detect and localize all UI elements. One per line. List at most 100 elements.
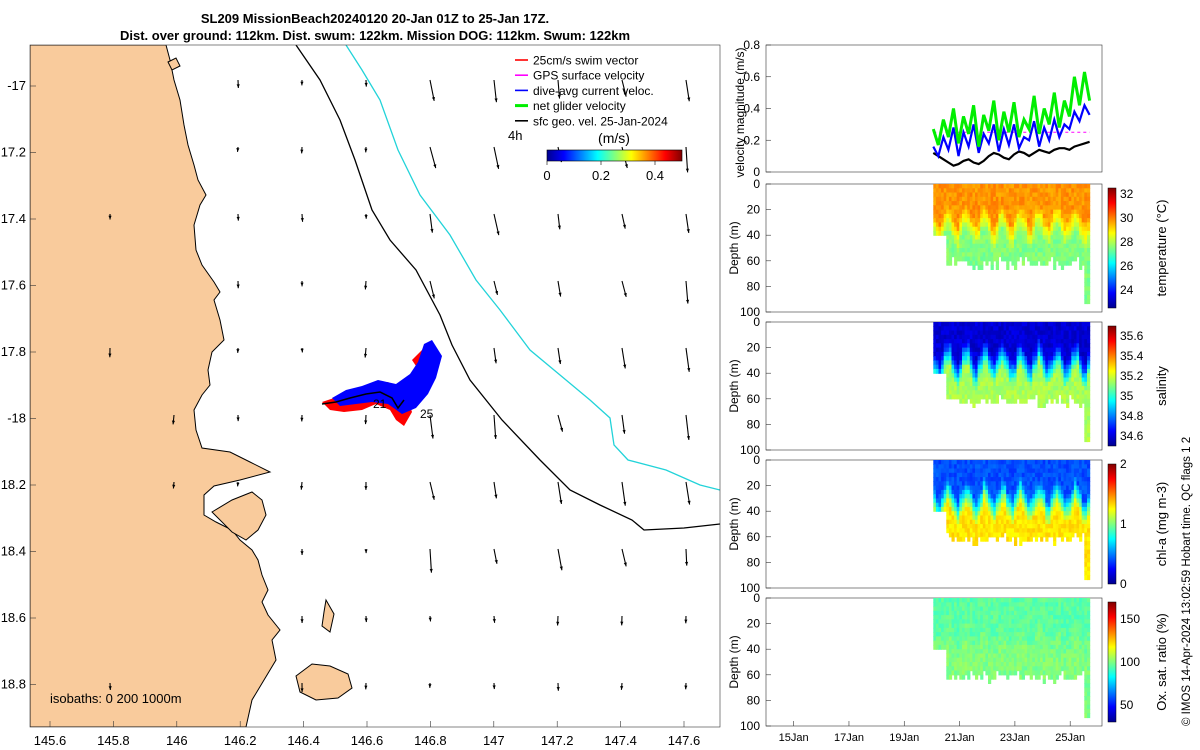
section-cell [1014,222,1018,228]
section-cell [1066,524,1070,529]
section-cell [962,602,966,608]
section-cell [1024,602,1028,608]
section-cell [1016,460,1020,465]
speed-colorbar [546,149,683,162]
section-cell [972,528,976,534]
section-cell [1032,498,1036,504]
section-cell [935,330,940,336]
section-cell [1024,532,1028,538]
section-cell [1003,502,1007,508]
section-cell [977,265,981,270]
section-cell [1027,511,1031,517]
section-cell [956,627,960,633]
section-cell [990,265,994,270]
section-cell [1084,364,1088,370]
section-cell [951,226,955,232]
section-cell [1079,381,1083,387]
section-cell [1029,205,1033,211]
section-cell [1016,472,1020,478]
section-cell [988,610,992,616]
section-cell [1079,511,1083,517]
section-cell [1079,377,1083,383]
section-cell [946,205,950,211]
section-cell [1053,351,1057,357]
section-cell [956,636,960,642]
section-cell [1042,403,1046,408]
section-cell [1063,464,1067,470]
section-cell [977,209,981,215]
section-cell [1014,201,1018,206]
section-cell [946,524,950,529]
section-cell [977,235,981,241]
section-cell [1087,506,1091,512]
section-cell [1087,472,1091,478]
section-cell [1003,606,1007,612]
section-cell [977,243,981,249]
section-cell [1055,339,1059,344]
section-cell [1029,196,1033,202]
section-cell [982,368,986,374]
section-cell [1058,498,1062,504]
section-cell [1019,506,1023,512]
section-cell [1073,502,1078,508]
section-cell [1066,610,1070,616]
section-cell [1050,485,1054,491]
section-cell [1053,192,1057,198]
section-cell [946,184,950,189]
section-cell [1060,619,1065,625]
section-cell [1050,653,1054,659]
section-cell [985,506,989,512]
section-cell [956,326,960,332]
section-cell [975,260,979,266]
section-cell [1034,627,1039,633]
section-cell [1021,532,1025,538]
section-cell [1063,360,1067,366]
velocity-arrow-head [300,217,304,222]
section-cell [1003,256,1007,262]
section-cell [972,606,976,612]
section-cell [1087,424,1091,430]
section-cell [951,351,955,357]
section-cell [1024,649,1028,655]
section-cell [972,201,976,206]
section-cell [1001,489,1005,495]
section-cell [982,623,986,629]
section-ylabel: Depth (m) [727,221,741,274]
section-cell [938,623,942,629]
section-cell [1063,502,1067,508]
section-cell [1079,662,1083,667]
section-cell [962,662,966,667]
section-cell [977,464,981,470]
velocity-arrow-head [620,686,624,690]
section-cell [954,670,958,676]
section-cell [1011,334,1015,340]
section-cell [1058,205,1062,211]
section-cell [980,606,984,612]
section-cell [985,356,989,361]
section-cell [962,330,966,336]
section-cell [1045,460,1049,465]
section-cell [1063,489,1067,495]
section-cell [1058,377,1062,383]
section-cell [985,615,989,620]
section-cell [964,252,968,258]
section-cell [943,481,947,487]
velocity-arrow-head [433,164,437,169]
section-cell [982,334,986,340]
section-cell [1055,632,1059,637]
section-cell [1081,351,1085,357]
section-cell [977,377,981,383]
velocity-arrow-head [620,621,624,626]
section-cell [967,256,971,262]
section-cell [975,398,979,404]
section-cell [1029,347,1033,353]
section-cell [1021,196,1025,202]
section-cell [1047,196,1052,202]
velocity-arrow-head [623,562,627,567]
section-cell [935,201,940,206]
section-cell [1076,360,1080,366]
section-cell [1053,481,1057,487]
section-cell [975,334,979,340]
section-cell [954,235,958,241]
section-cell [1006,511,1010,517]
